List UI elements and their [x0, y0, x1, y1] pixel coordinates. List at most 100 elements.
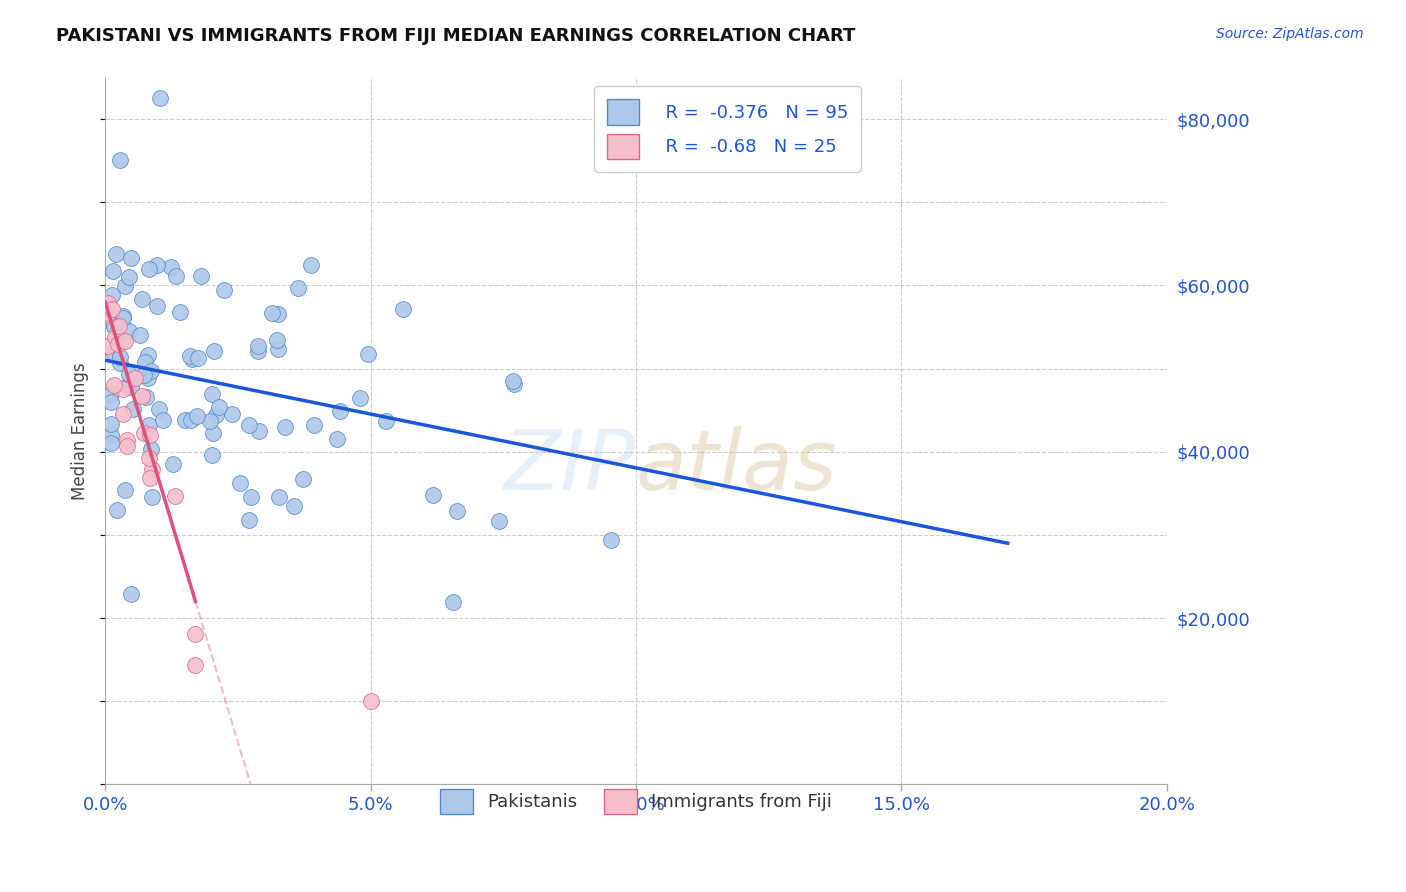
Point: [149, 91, 172, 105]
Point: [138, 417, 160, 432]
Point: [229, 476, 252, 491]
Point: [110, 356, 132, 370]
Point: [169, 305, 191, 319]
Point: [100, 394, 122, 409]
Point: [360, 694, 382, 708]
Point: [112, 382, 135, 396]
Point: [198, 414, 221, 428]
Point: [201, 448, 224, 462]
Point: [180, 413, 202, 427]
Text: Source: ZipAtlas.com: Source: ZipAtlas.com: [1216, 27, 1364, 41]
Point: [120, 587, 142, 601]
Point: [184, 627, 207, 641]
Point: [283, 499, 305, 513]
Point: [145, 299, 167, 313]
Point: [141, 364, 163, 378]
Text: ZIP: ZIP: [505, 425, 636, 507]
Point: [136, 348, 159, 362]
Point: [212, 283, 235, 297]
Point: [357, 347, 380, 361]
Point: [104, 329, 127, 343]
Point: [446, 504, 468, 518]
Point: [160, 260, 183, 274]
Point: [238, 418, 260, 433]
Point: [100, 302, 122, 317]
Point: [100, 435, 122, 450]
Point: [132, 368, 155, 382]
Point: [488, 514, 510, 528]
Point: [135, 391, 157, 405]
Point: [165, 489, 187, 503]
Point: [299, 258, 322, 272]
Point: [503, 376, 526, 391]
Text: PAKISTANI VS IMMIGRANTS FROM FIJI MEDIAN EARNINGS CORRELATION CHART: PAKISTANI VS IMMIGRANTS FROM FIJI MEDIAN…: [56, 27, 856, 45]
Point: [141, 462, 163, 476]
Point: [141, 442, 163, 457]
Point: [101, 264, 124, 278]
Point: [262, 306, 284, 320]
Point: [118, 269, 141, 284]
Point: [246, 339, 269, 353]
Point: [269, 490, 291, 504]
Point: [97, 306, 120, 320]
Point: [152, 413, 174, 427]
Point: [115, 438, 138, 452]
Point: [111, 310, 134, 325]
Point: [186, 409, 208, 424]
Point: [267, 343, 290, 357]
Point: [118, 324, 141, 338]
Point: [105, 503, 128, 517]
Point: [174, 412, 197, 426]
Point: [111, 407, 134, 421]
Point: [134, 354, 156, 368]
Point: [103, 319, 125, 334]
Point: [131, 292, 153, 306]
Point: [201, 386, 224, 401]
Point: [97, 296, 120, 310]
Point: [120, 380, 142, 394]
Point: [114, 483, 136, 498]
Point: [105, 246, 128, 260]
Point: [97, 308, 120, 322]
Point: [291, 472, 314, 486]
Point: [600, 533, 623, 547]
Point: [108, 350, 131, 364]
Point: [247, 424, 270, 438]
Point: [100, 386, 122, 401]
Point: [392, 302, 415, 317]
Point: [204, 344, 226, 359]
Point: [374, 414, 396, 428]
Point: [302, 418, 325, 433]
Point: [221, 407, 243, 421]
Point: [141, 490, 163, 504]
Point: [162, 457, 184, 471]
Point: [326, 432, 349, 446]
Text: atlas: atlas: [636, 425, 838, 507]
Point: [103, 318, 125, 333]
Point: [115, 379, 138, 393]
Point: [190, 269, 212, 284]
Point: [329, 404, 352, 418]
Point: [100, 417, 122, 432]
Point: [131, 389, 153, 403]
Point: [134, 426, 156, 441]
Point: [274, 419, 297, 434]
Point: [204, 408, 226, 422]
Point: [139, 427, 162, 442]
Point: [441, 595, 464, 609]
Point: [114, 334, 136, 349]
Point: [129, 328, 152, 343]
Point: [118, 367, 141, 381]
Point: [114, 278, 136, 293]
Point: [266, 333, 288, 347]
Point: [179, 349, 201, 363]
Point: [138, 450, 160, 465]
Point: [181, 351, 204, 366]
Point: [238, 513, 260, 527]
Point: [208, 400, 231, 414]
Point: [124, 371, 146, 385]
Y-axis label: Median Earnings: Median Earnings: [72, 362, 89, 500]
Point: [240, 490, 263, 504]
Legend: Pakistanis, Immigrants from Fiji: Pakistanis, Immigrants from Fiji: [429, 778, 842, 825]
Point: [148, 402, 170, 417]
